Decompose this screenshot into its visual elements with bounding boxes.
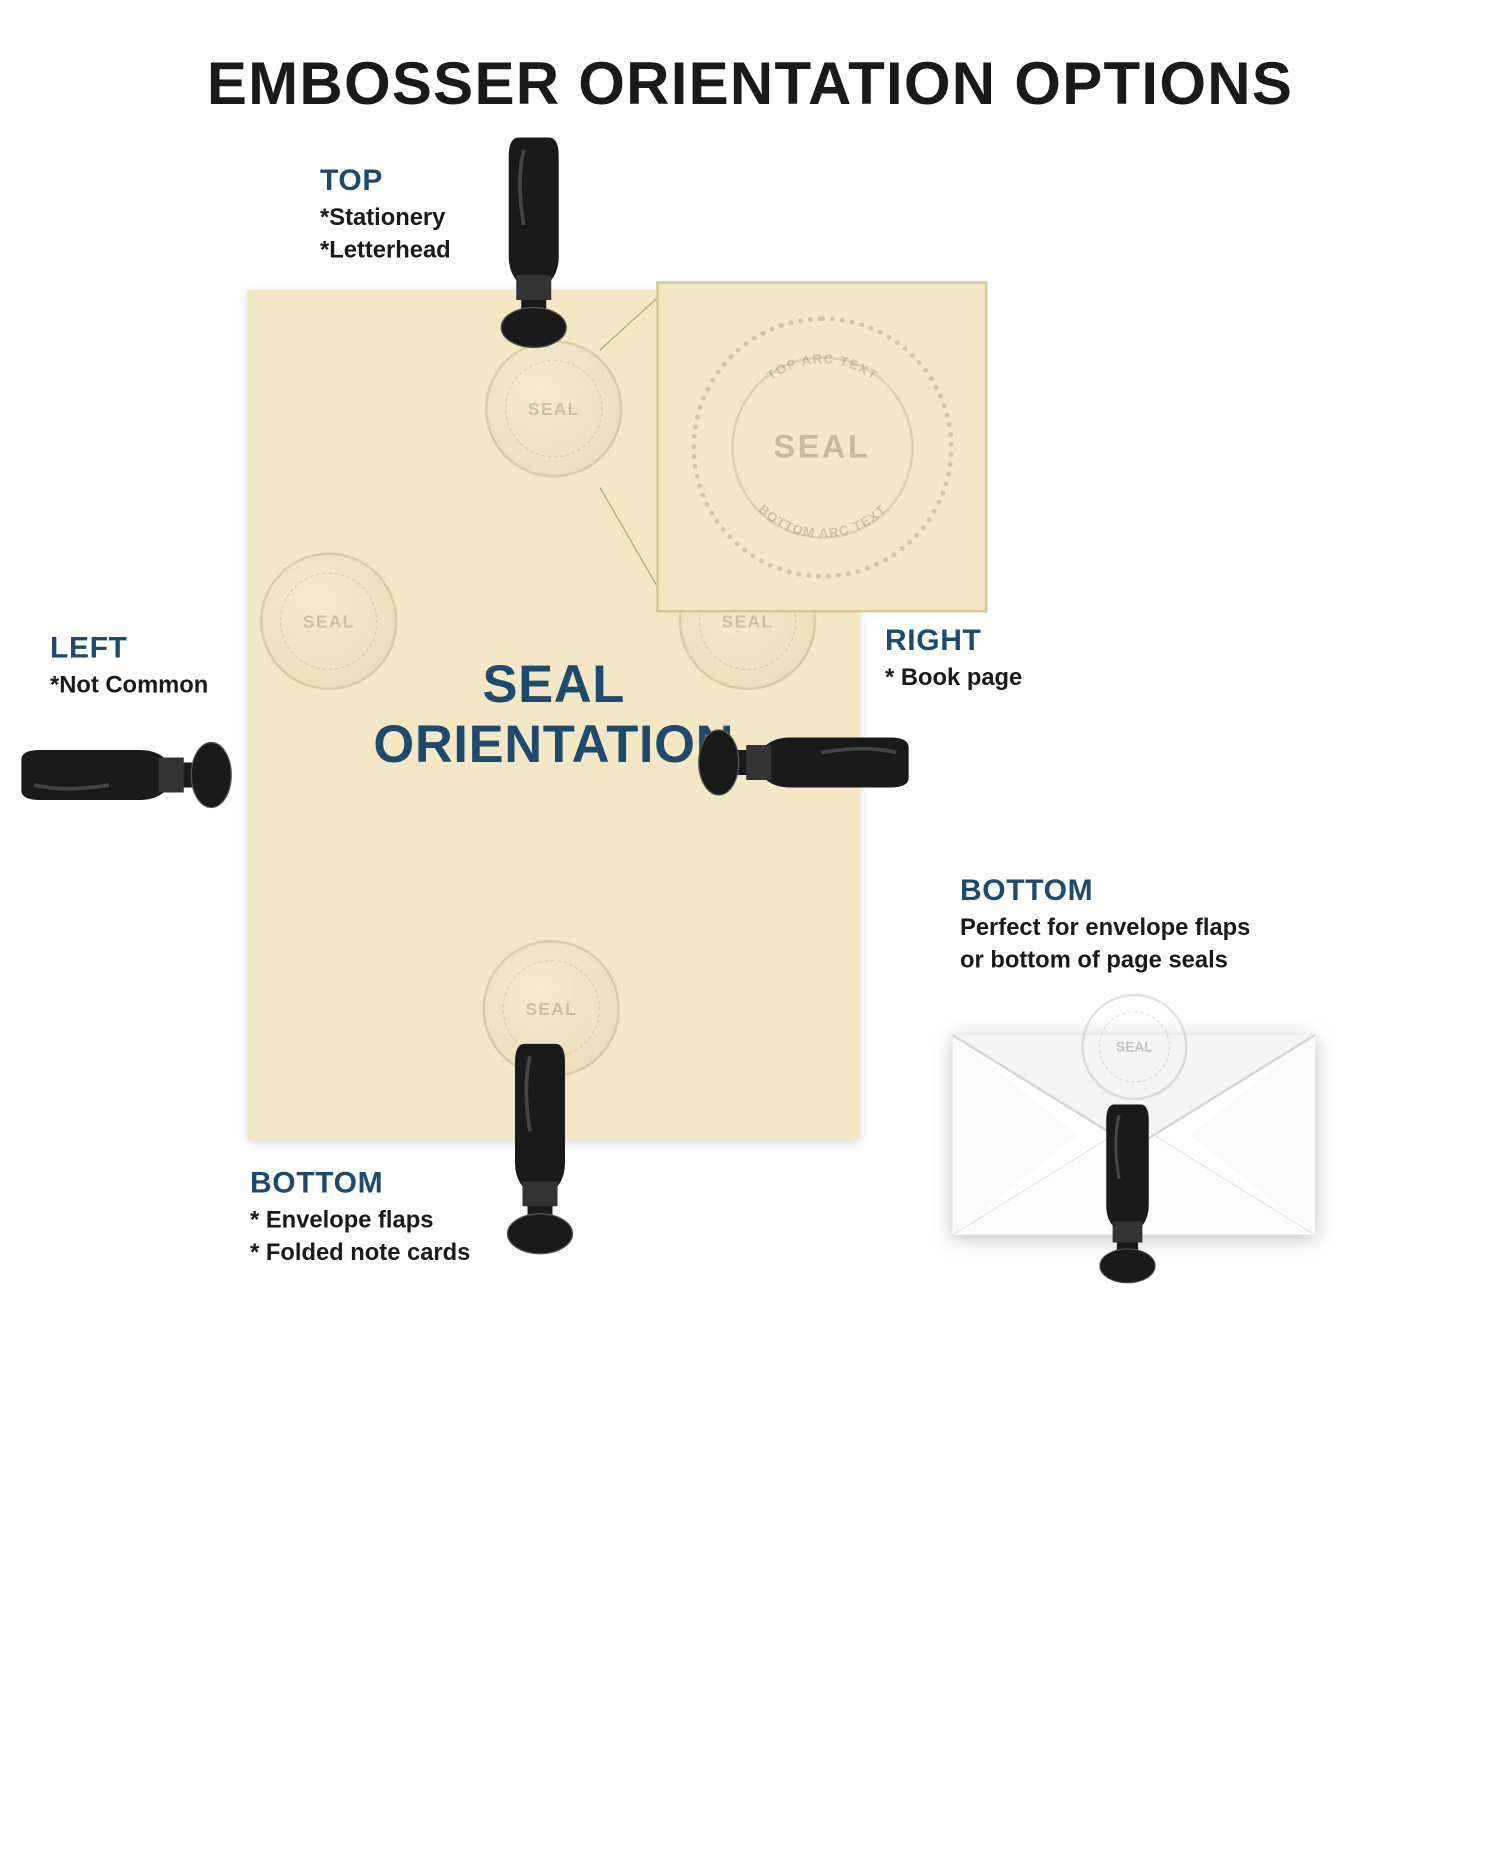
label-top-line1: *Stationery (320, 202, 451, 235)
zoom-seal-arcs: TOP ARC TEXT BOTTOM ARC TEXT (696, 321, 949, 574)
label-left: LEFT *Not Common (50, 628, 208, 703)
label-top-line2: *Letterhead (320, 235, 451, 268)
label-bottom2-line2: or bottom of page seals (960, 945, 1250, 978)
label-bottom-line2: * Folded note cards (250, 1238, 470, 1271)
seal-impression-bottom (483, 940, 621, 1078)
seal-impression-left (260, 553, 398, 691)
svg-text:BOTTOM ARC TEXT: BOTTOM ARC TEXT (755, 501, 889, 540)
paper-center-text: SEAL ORIENTATION (373, 655, 734, 776)
embosser-left (21, 735, 246, 815)
label-bottom-line1: * Envelope flaps (250, 1204, 470, 1237)
label-bottom2-line1: Perfect for envelope flaps (960, 912, 1250, 945)
label-bottom-envelope: BOTTOM Perfect for envelope flaps or bot… (960, 870, 1250, 978)
page-title: EMBOSSER ORIENTATION OPTIONS (0, 50, 1500, 119)
zoom-arc-top: TOP ARC TEXT (764, 351, 881, 383)
zoom-inset: TOP ARC TEXT BOTTOM ARC TEXT SEAL (656, 281, 987, 612)
label-right-line1: * Book page (885, 662, 1022, 695)
center-line-1: SEAL (482, 655, 625, 714)
label-bottom: BOTTOM * Envelope flaps * Folded note ca… (250, 1163, 470, 1271)
svg-text:TOP ARC TEXT: TOP ARC TEXT (764, 351, 881, 383)
center-line-2: ORIENTATION (373, 715, 734, 774)
label-bottom2-heading: BOTTOM (960, 870, 1250, 912)
label-left-heading: LEFT (50, 628, 208, 670)
label-top-heading: TOP (320, 160, 451, 202)
label-bottom-heading: BOTTOM (250, 1163, 470, 1205)
seal-impression-envelope (1081, 994, 1187, 1100)
zoom-arc-bottom: BOTTOM ARC TEXT (755, 501, 889, 540)
zoom-seal: TOP ARC TEXT BOTTOM ARC TEXT SEAL (691, 316, 954, 579)
label-right-heading: RIGHT (885, 620, 1022, 662)
label-right: RIGHT * Book page (885, 620, 1022, 695)
label-left-line1: *Not Common (50, 669, 208, 702)
label-top: TOP *Stationery *Letterhead (320, 160, 451, 268)
